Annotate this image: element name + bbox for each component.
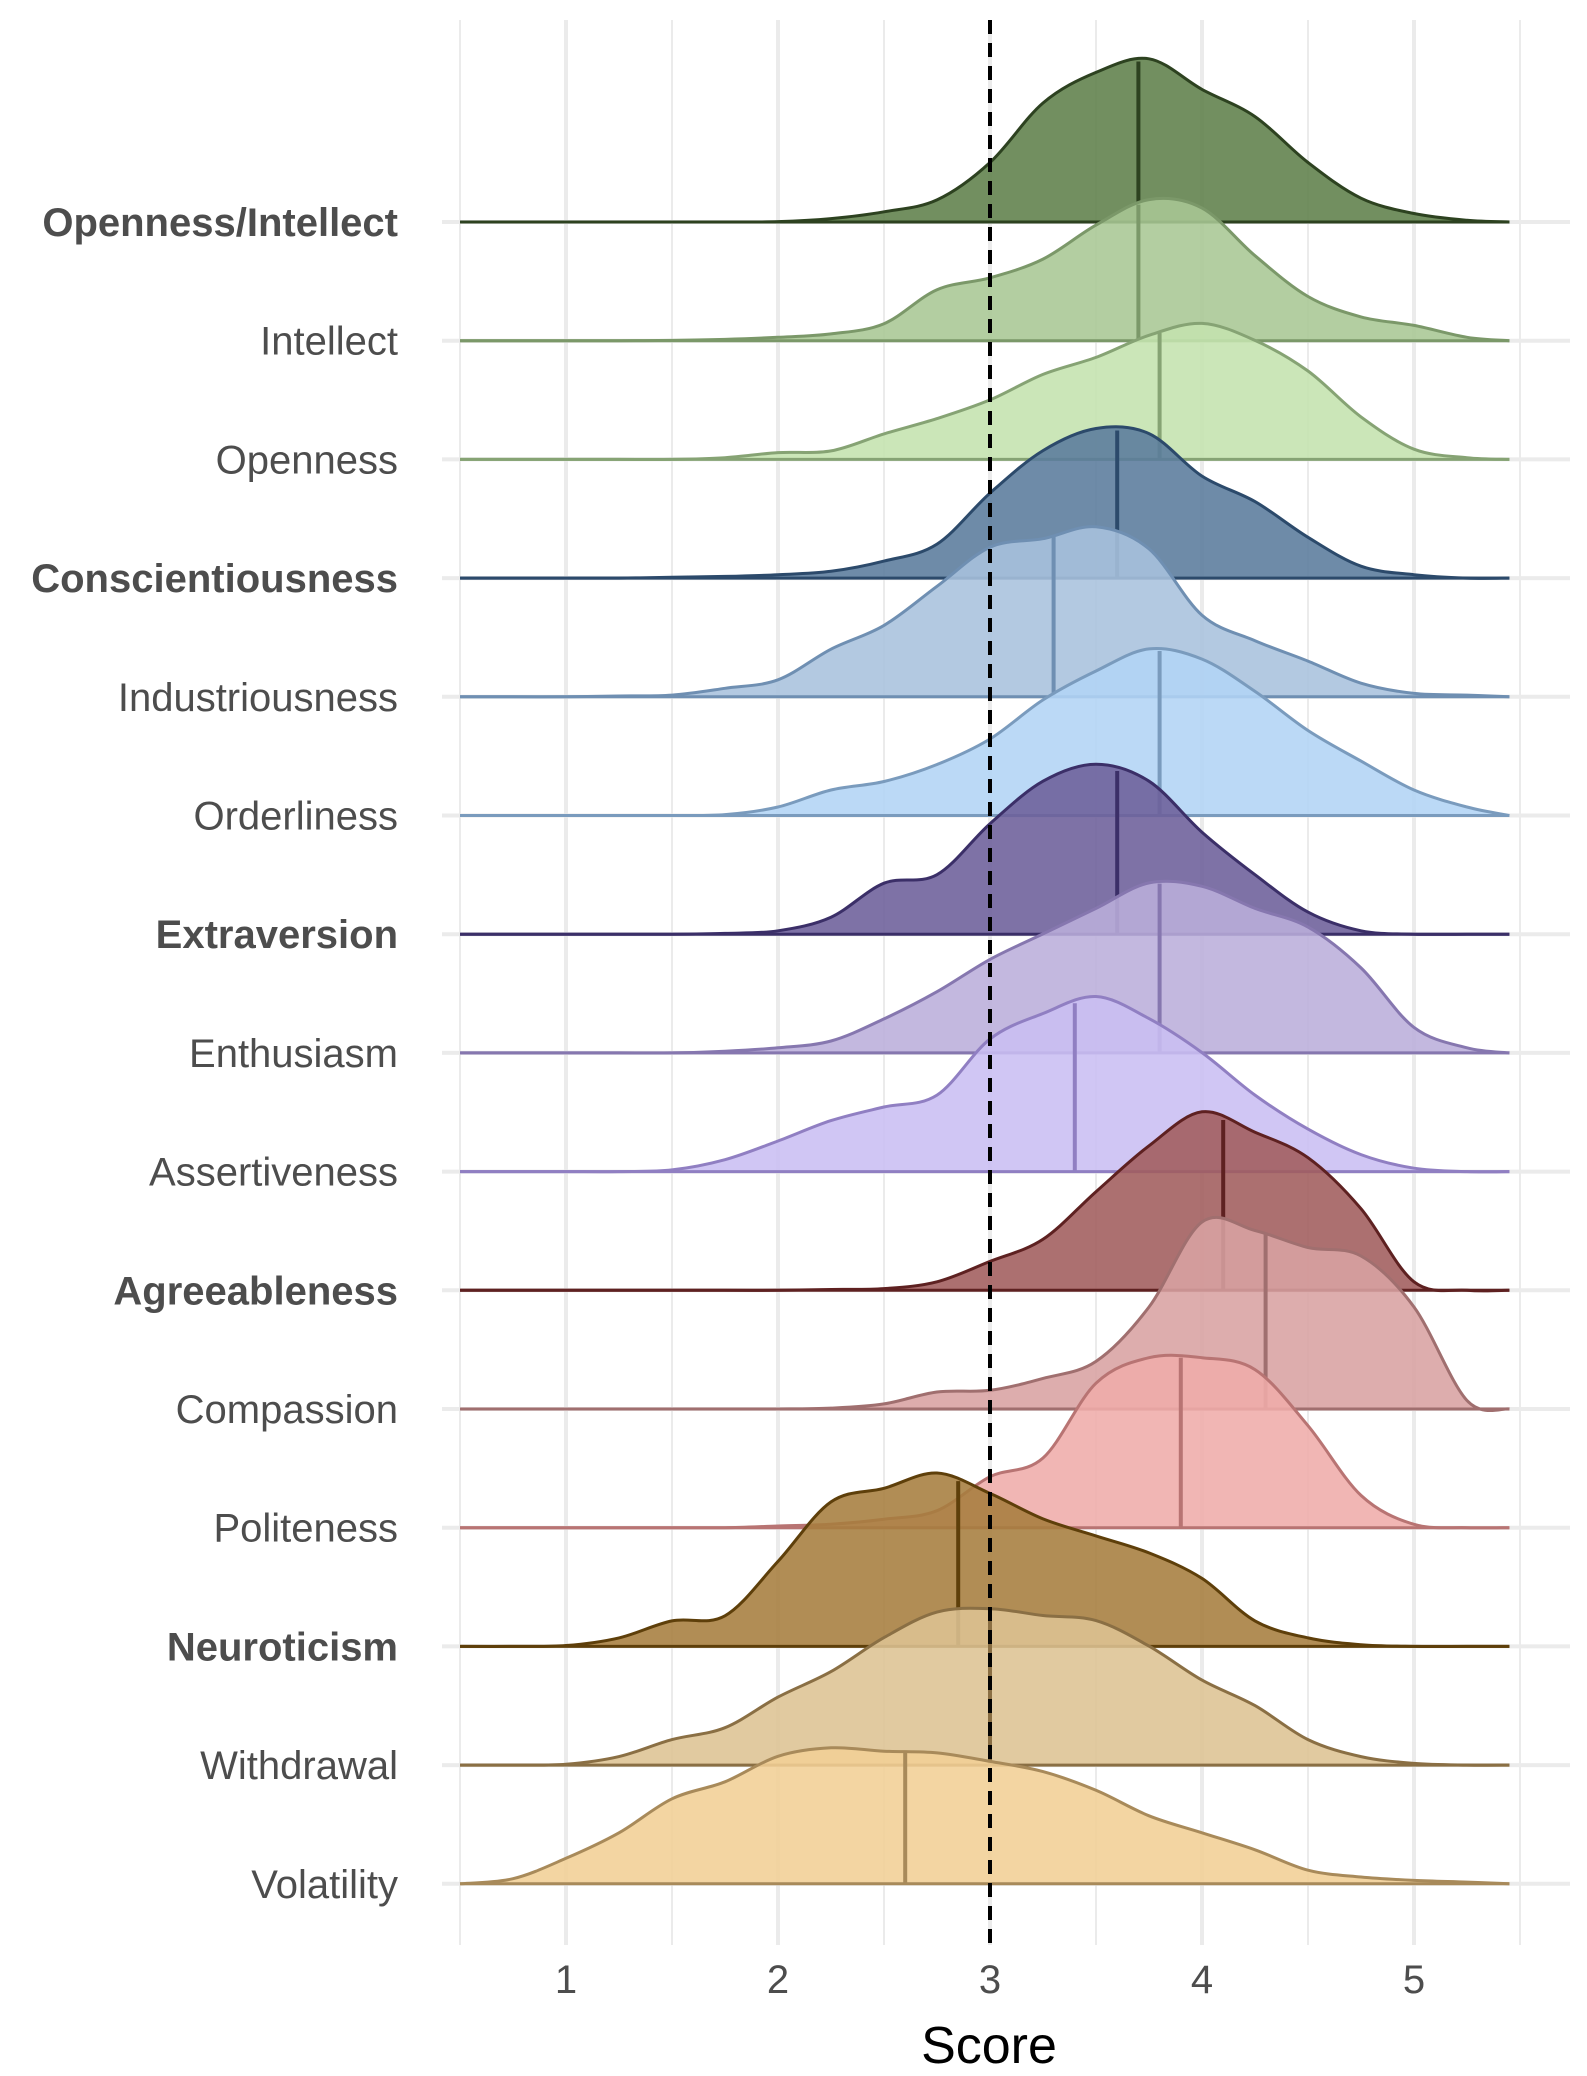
y-axis-label: Openness/Intellect — [42, 201, 398, 245]
y-axis-label: Openness — [216, 438, 398, 482]
y-axis-label: Neuroticism — [167, 1625, 398, 1669]
density-area — [460, 58, 1510, 223]
x-tick-label: 2 — [767, 1958, 789, 2002]
y-axis-label: Politeness — [213, 1507, 398, 1551]
y-axis-label: Withdrawal — [200, 1744, 398, 1788]
x-tick-label: 1 — [555, 1958, 577, 2002]
ridge-openness — [460, 321, 1510, 462]
ridge-volatility — [459, 1746, 1510, 1886]
density-area — [460, 426, 1510, 579]
ridge-openness-intellect — [460, 56, 1510, 224]
density-area — [460, 1608, 1510, 1766]
ridge-compassion — [460, 1215, 1510, 1413]
y-axis-label: Conscientiousness — [31, 557, 398, 601]
x-tick-label: 4 — [1191, 1958, 1213, 2002]
y-axis-label: Volatility — [251, 1863, 398, 1907]
y-axis-label: Assertiveness — [149, 1151, 398, 1195]
y-axis-label: Enthusiasm — [189, 1032, 398, 1076]
ridge-withdrawal — [459, 1606, 1510, 1767]
y-axis-label: Orderliness — [193, 795, 398, 839]
x-axis-ticks: 1 2 3 4 5 — [555, 1958, 1425, 2002]
y-axis-label: Extraversion — [156, 913, 398, 957]
density-area — [460, 1217, 1510, 1411]
ridge-industriousness — [460, 525, 1510, 699]
density-area — [460, 881, 1510, 1054]
density-outline — [459, 1746, 1510, 1886]
density-area — [460, 198, 1510, 341]
density-area — [460, 526, 1510, 697]
density-area — [460, 1747, 1510, 1884]
x-axis-title: Score — [921, 2017, 1057, 2075]
y-axis-label: Agreeableness — [113, 1269, 398, 1313]
density-area — [460, 764, 1510, 935]
density-area — [460, 323, 1510, 460]
y-axis-labels: Openness/Intellect Intellect Openness Consc… — [31, 201, 398, 1907]
x-tick-label: 5 — [1403, 1958, 1425, 2002]
y-axis-label: Compassion — [176, 1388, 398, 1432]
y-axis-label: Industriousness — [118, 676, 398, 720]
x-tick-label: 3 — [979, 1958, 1001, 2002]
ridge-extraversion — [460, 762, 1510, 936]
y-axis-label: Intellect — [260, 320, 398, 364]
density-area — [460, 1355, 1510, 1528]
ridge-series — [459, 56, 1510, 1886]
density-area — [460, 1472, 1510, 1647]
density-area — [460, 648, 1510, 816]
